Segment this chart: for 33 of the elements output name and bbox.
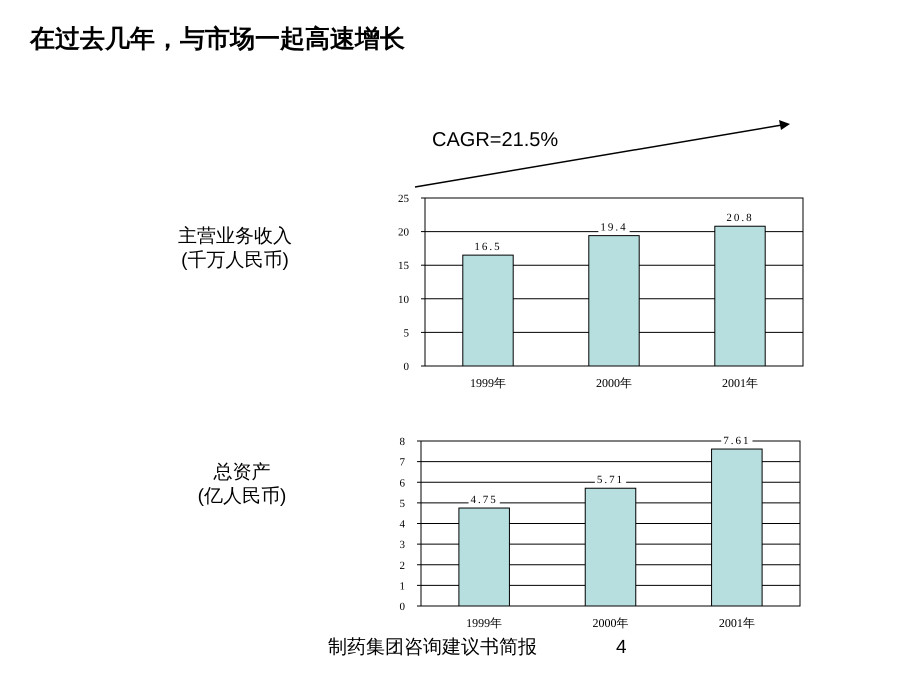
data-label: 16.5	[474, 241, 502, 254]
data-label: 19.4	[600, 222, 628, 234]
y-tick-label: 4	[400, 518, 406, 530]
x-tick-label: 2001年	[718, 616, 755, 630]
data-label: 7.61	[723, 435, 750, 448]
text: 制药集团咨询建议书简报	[328, 636, 537, 658]
x-tick-label: 2000年	[596, 376, 632, 390]
x-tick-label: 1999年	[466, 616, 502, 630]
x-tick-label: 2001年	[722, 376, 758, 390]
text: CAGR=21.5%	[432, 129, 558, 151]
y-tick-label: 3	[400, 539, 406, 552]
data-label: 20.8	[726, 212, 754, 224]
y-tick-label: 6	[400, 477, 406, 490]
data-label: 5.71	[596, 474, 624, 486]
y-tick-label: 1	[400, 580, 405, 592]
y-tick-label: 5	[404, 327, 410, 340]
x-tick-label: 2000年	[592, 616, 628, 630]
y-tick-label: 2	[400, 560, 405, 572]
y-tick-label: 0	[404, 361, 410, 373]
y-axis-title: 主营业务收入 (千万人民币)	[178, 225, 292, 271]
y-tick-label: 7	[400, 456, 406, 469]
data-label: 4.75	[470, 494, 498, 506]
y-tick-label: 15	[398, 260, 410, 272]
text: 4	[616, 637, 627, 658]
y-tick-label: 0	[400, 601, 406, 613]
text: 在过去几年，与市场一起高速增长	[29, 25, 405, 53]
y-axis-title: 总资产 (亿人民币)	[198, 462, 286, 507]
y-tick-label: 25	[398, 193, 410, 205]
y-tick-label: 10	[398, 294, 410, 306]
y-tick-label: 20	[398, 226, 410, 239]
y-tick-label: 8	[400, 436, 406, 448]
x-tick-label: 1999年	[470, 376, 506, 390]
y-tick-label: 5	[400, 498, 406, 510]
